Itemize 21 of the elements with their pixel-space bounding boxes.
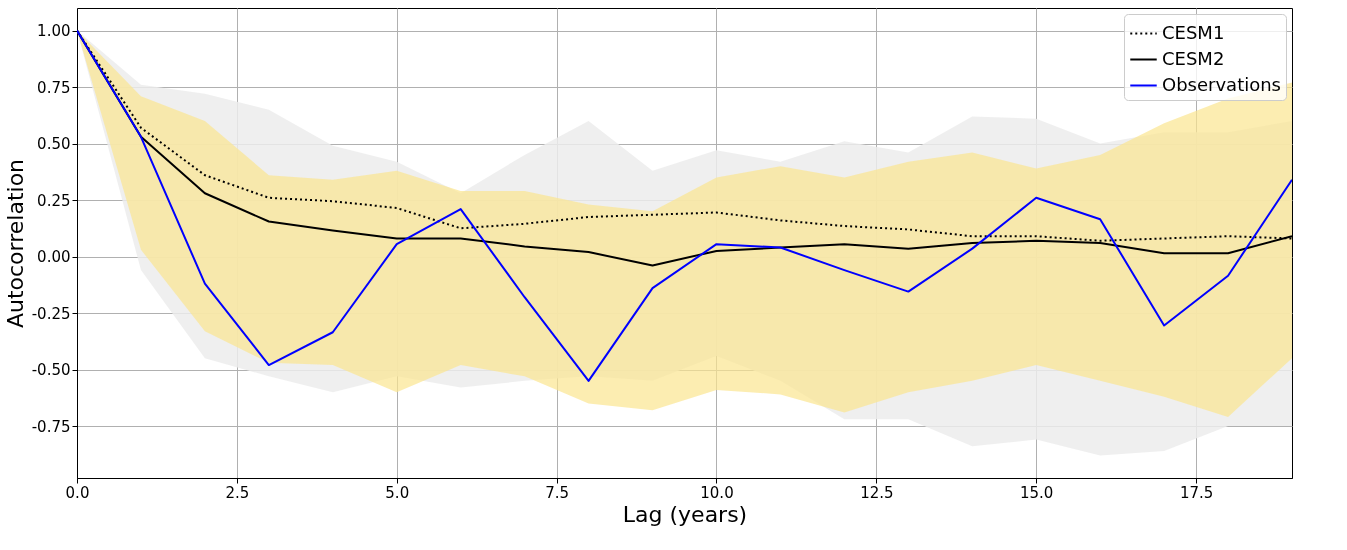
x-axis-title: Lag (years): [622, 501, 748, 527]
y-tick-label: -0.25: [31, 304, 71, 323]
legend-label: CESM2: [1162, 47, 1225, 69]
y-tick-label: 0.50: [37, 135, 71, 154]
x-tick-label: 15.0: [1020, 483, 1054, 502]
y-tick-label: 0.00: [37, 248, 71, 267]
x-tick-label: 17.5: [1179, 483, 1214, 502]
legend-label: Observations: [1162, 73, 1281, 95]
y-tick-label: 0.25: [37, 191, 71, 210]
x-tick-label: 7.5: [545, 483, 570, 502]
x-tick-label: 2.5: [225, 483, 250, 502]
x-tick-label: 10.0: [700, 483, 734, 502]
y-tick-label: -0.50: [31, 361, 71, 380]
x-tick-label: 0.0: [65, 483, 90, 502]
x-tick-label: 12.5: [860, 483, 894, 502]
y-tick-label: -0.75: [31, 417, 71, 436]
y-tick-label: 0.75: [37, 78, 71, 97]
legend-label: CESM1: [1162, 21, 1225, 43]
y-tick-label: 1.00: [37, 22, 71, 41]
x-tick-label: 5.0: [385, 483, 410, 502]
y-axis-title: Autocorrelation: [2, 158, 28, 329]
